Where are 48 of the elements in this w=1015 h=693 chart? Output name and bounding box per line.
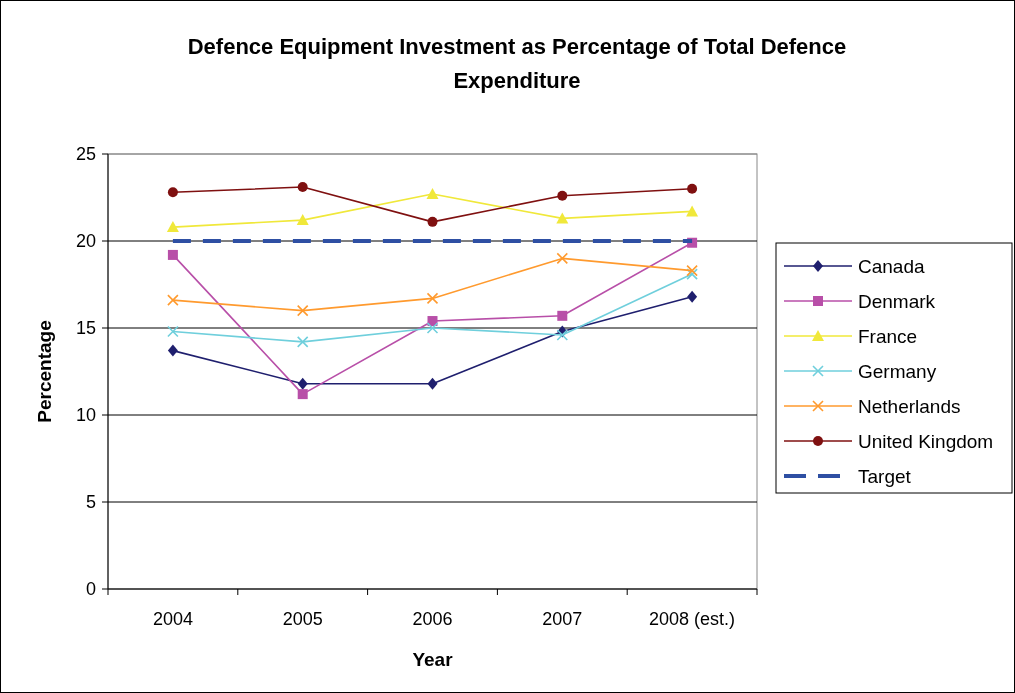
point [166, 221, 179, 233]
point [426, 322, 439, 334]
point [296, 304, 309, 317]
point [426, 292, 439, 305]
legend-label: Target [858, 466, 912, 487]
legend-label: Canada [858, 256, 925, 277]
point [556, 329, 569, 341]
point [297, 377, 308, 390]
point [686, 205, 699, 217]
y-tick-label: 0 [85, 579, 96, 599]
y-tick-label: 25 [75, 144, 96, 164]
x-axis-title: Year [412, 649, 454, 670]
point [427, 216, 438, 227]
point [687, 183, 698, 194]
point [167, 249, 178, 260]
point [687, 290, 698, 303]
x-tick-label: 2008 (est.) [649, 609, 736, 629]
chart-title: Defence Equipment Investment as Percentage of Total Defence Expenditure [187, 34, 847, 93]
point [557, 310, 568, 321]
y-tick-label: 20 [75, 231, 96, 251]
y-tick-label: 10 [75, 405, 96, 425]
point [686, 264, 698, 277]
y-axis-title: Percentage [34, 320, 55, 423]
y-tick-label: 15 [75, 318, 96, 338]
x-tick-label: 2006 [412, 609, 453, 629]
point [296, 214, 309, 226]
y-tick-label: 5 [85, 492, 96, 512]
x-tick-label: 2004 [152, 609, 193, 629]
point [167, 344, 178, 357]
x-tick-label: 2007 [542, 609, 583, 629]
point [557, 190, 568, 201]
point [556, 212, 569, 224]
legend-label: France [858, 326, 918, 347]
point [426, 188, 439, 200]
point [297, 389, 308, 400]
point [427, 377, 438, 390]
x-tick-label: 2005 [282, 609, 323, 629]
legend-label: Denmark [858, 291, 936, 312]
point [297, 182, 308, 193]
point [296, 336, 309, 348]
point [167, 187, 178, 198]
point [686, 268, 698, 280]
legend-label: United Kingdom [858, 431, 994, 452]
point [556, 252, 569, 265]
legend-label: Germany [858, 361, 937, 382]
point [167, 294, 179, 306]
legend-label: Netherlands [858, 396, 961, 417]
point [167, 325, 179, 338]
